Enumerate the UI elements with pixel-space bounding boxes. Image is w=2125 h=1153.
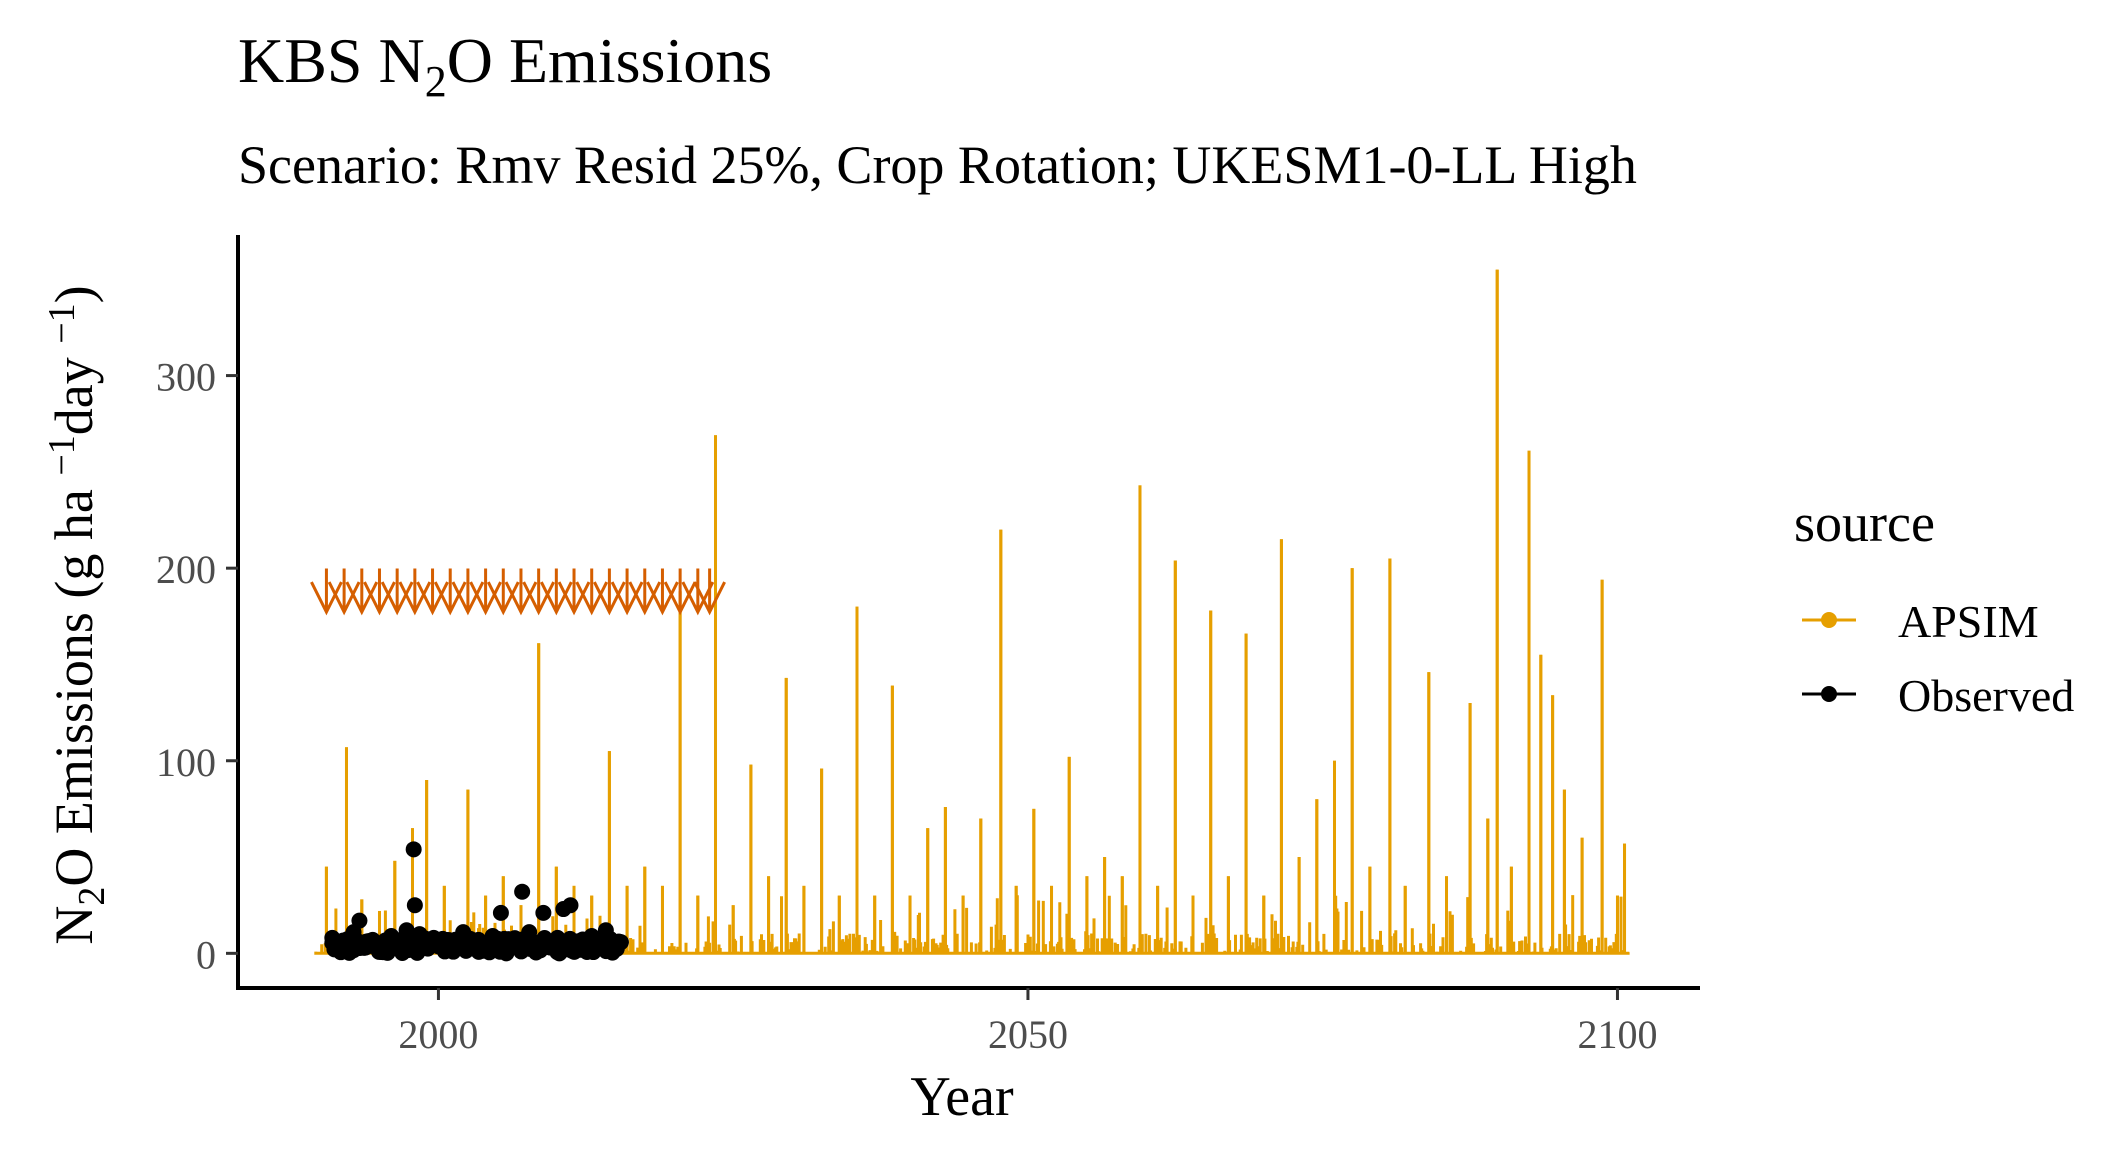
observed-point	[477, 941, 494, 958]
observed-point	[562, 897, 579, 914]
observed-point	[398, 922, 415, 939]
observed-point	[406, 897, 423, 914]
x-tick-label: 2050	[988, 1012, 1068, 1057]
observed-point	[391, 937, 408, 954]
event-marker	[575, 568, 609, 616]
event-marker	[646, 568, 679, 616]
event-marker	[593, 568, 626, 616]
event-marker	[628, 568, 662, 616]
event-marker	[451, 568, 485, 616]
observed-point	[411, 926, 428, 943]
event-marker	[469, 568, 502, 616]
event-marker	[380, 568, 414, 616]
x-axis-label: Year	[910, 1066, 1014, 1128]
event-marker	[398, 568, 432, 616]
observed-point	[590, 937, 607, 954]
observed-point	[535, 904, 552, 921]
observed-series	[324, 841, 629, 962]
legend-label-observed: Observed	[1898, 670, 2074, 721]
y-tick-label: 200	[156, 547, 216, 592]
legend-title: source	[1794, 493, 1935, 553]
chart-title: KBS N2O Emissions	[238, 25, 772, 106]
y-tick-label: 0	[196, 932, 216, 977]
event-marker	[539, 568, 573, 616]
observed-point	[549, 929, 566, 946]
chart-subtitle: Scenario: Rmv Resid 25%, Crop Rotation; …	[238, 135, 1637, 195]
observed-point	[576, 941, 593, 958]
observed-point	[528, 935, 545, 952]
event-marker	[416, 568, 449, 616]
event-marker	[522, 568, 555, 616]
y-tick-label: 100	[156, 740, 216, 785]
event-marker	[433, 568, 467, 616]
legend-item-observed: Observed	[1802, 670, 2074, 721]
apsim-line	[314, 269, 1630, 955]
x-tick-label: 2100	[1577, 1012, 1657, 1057]
observed-point	[405, 841, 422, 858]
observed-point	[484, 928, 501, 945]
event-marker	[557, 568, 591, 616]
event-marker	[345, 568, 379, 616]
y-axis-ticks: 0 100 200 300	[156, 355, 238, 977]
y-tick-label: 300	[156, 355, 216, 400]
apsim-series	[314, 269, 1630, 955]
marker-series	[310, 568, 726, 616]
observed-point	[373, 941, 390, 958]
event-marker	[310, 568, 343, 616]
event-marker	[486, 568, 520, 616]
observed-point	[492, 904, 509, 921]
observed-point	[610, 933, 627, 950]
legend: source APSIM Observed	[1794, 493, 2074, 721]
x-axis-ticks: 2000 2050 2100	[398, 988, 1657, 1057]
observed-point	[507, 931, 524, 948]
observed-point	[336, 935, 353, 952]
observed-point	[514, 883, 531, 900]
observed-point	[351, 912, 368, 929]
event-marker	[610, 568, 644, 616]
legend-key-point	[1821, 612, 1837, 628]
observed-point	[597, 922, 614, 939]
event-marker	[504, 568, 538, 616]
legend-item-apsim: APSIM	[1802, 596, 2039, 647]
observed-point	[455, 924, 472, 941]
legend-key-point	[1821, 686, 1837, 702]
y-axis-label: N2O Emissions (g ha −1day −1)	[41, 285, 113, 944]
event-marker	[693, 568, 726, 616]
x-tick-label: 2000	[398, 1012, 478, 1057]
event-marker	[327, 568, 361, 616]
plot-area	[310, 269, 1630, 962]
observed-point	[521, 924, 538, 941]
legend-label-apsim: APSIM	[1898, 596, 2039, 647]
event-marker	[363, 568, 396, 616]
event-marker	[663, 568, 697, 616]
